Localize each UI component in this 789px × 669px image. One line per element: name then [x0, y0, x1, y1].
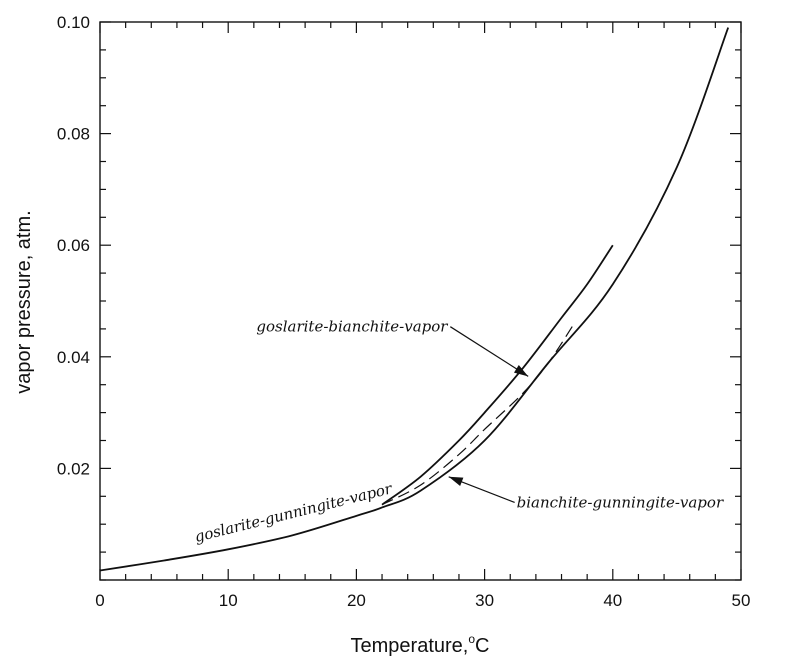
y-tick-labels: 0.02 0.04 0.06 0.08 0.10: [57, 13, 90, 478]
x-tick-label: 0: [95, 591, 104, 610]
x-tick-label: 20: [347, 591, 366, 610]
x-axis-unit: C: [475, 635, 489, 657]
y-axis-title: vapor pressure, atm.: [13, 210, 35, 393]
annotation-1-arrowhead: [513, 365, 529, 377]
x-tick-label: 10: [219, 591, 238, 610]
y-tick-label: 0.08: [57, 125, 90, 144]
x-axis-unit-degree: o: [468, 632, 475, 646]
annotations: goslarite-bianchite-vapor bianchite-gunni…: [193, 318, 724, 546]
x-axis-title-text: Temperature,: [351, 635, 469, 657]
y-tick-label: 0.10: [57, 13, 90, 32]
x-axis-title: Temperature,oC: [351, 632, 490, 657]
x-tick-label: 30: [475, 591, 494, 610]
series-3-line: [381, 322, 575, 506]
x-tick-label: 40: [603, 591, 622, 610]
series-2-line: [381, 244, 614, 506]
annotation-1-label: goslarite-bianchite-vapor: [256, 318, 448, 336]
y-tick-label: 0.04: [57, 348, 90, 367]
annotation-2-label: bianchite-gunningite-vapor: [517, 493, 724, 511]
series-1-line: [99, 27, 730, 572]
y-tick-label: 0.06: [57, 236, 90, 255]
annotation-1-arrow: [449, 326, 529, 377]
curves: [99, 27, 730, 572]
x-tick-labels: 0 10 20 30 40 50: [95, 591, 750, 610]
y-tick-label: 0.02: [57, 459, 90, 478]
axis-ticks: [99, 21, 742, 581]
x-tick-label: 50: [732, 591, 751, 610]
annotation-2-arrowhead: [448, 476, 464, 487]
